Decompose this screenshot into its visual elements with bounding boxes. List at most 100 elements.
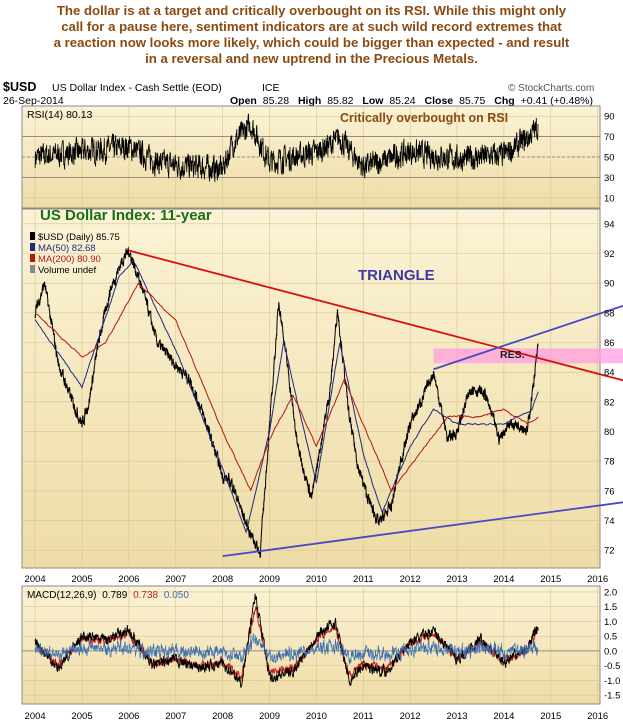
price-tick-label-94: 94	[604, 219, 615, 230]
ascending-blue-support-line	[222, 501, 623, 558]
caption-line-1: The dollar is at a target and critically…	[56, 3, 567, 18]
legend-ma50: MA(50) 82.68	[38, 243, 96, 254]
price-x-tick-label-2011: 2011	[353, 574, 373, 585]
macd-x-tick-label-2009: 2009	[259, 711, 280, 722]
price-tick-label-80: 80	[604, 427, 615, 438]
rsi-tick-label-50: 50	[604, 153, 615, 164]
caption-line-2: call for a pause here, sentiment indicat…	[61, 19, 562, 34]
price-tick-label-84: 84	[604, 368, 615, 379]
rsi-tick-label-90: 90	[604, 112, 615, 123]
low-value: 85.24	[389, 95, 415, 107]
legend-usd-swatch	[30, 232, 35, 240]
macd-tick-label-2: 2.0	[604, 587, 617, 598]
close-value: 85.75	[459, 95, 485, 107]
macd-x-tick-label-2016: 2016	[587, 711, 608, 722]
macd-tick-label--1.5: -1.5	[604, 691, 620, 702]
caption-line-4: in a reversal and new uptrend in the Pre…	[145, 51, 478, 66]
price-tick-label-82: 82	[604, 397, 615, 408]
caption-line-3: a reaction now looks more likely, which …	[53, 35, 570, 50]
triangle-label: TRIANGLE	[358, 267, 435, 284]
legend-ma50-swatch	[30, 243, 35, 251]
symbol-label: $USD	[3, 80, 36, 94]
price-tick-label-78: 78	[604, 457, 615, 468]
macd-x-tick-label-2015: 2015	[540, 711, 561, 722]
date-label: 26-Sep-2014	[3, 95, 64, 107]
macd-histogram-line	[34, 633, 539, 665]
legend-volume: Volume undef	[38, 265, 96, 276]
price-x-tick-label-2008: 2008	[212, 574, 233, 585]
macd-title: MACD(12,26,9) 0.789 0.738 0.050	[27, 590, 189, 601]
ma50-line	[34, 259, 539, 534]
macd-line	[34, 593, 539, 688]
price-x-tick-label-2012: 2012	[400, 574, 421, 585]
exchange-label: ICE	[262, 82, 280, 94]
macd-x-tick-label-2011: 2011	[353, 711, 373, 722]
price-x-tick-label-2009: 2009	[259, 574, 280, 585]
macd-signal-value: 0.738	[133, 590, 158, 601]
rsi-panel	[22, 106, 600, 208]
macd-x-tick-label-2007: 2007	[165, 711, 186, 722]
price-x-tick-label-2007: 2007	[165, 574, 186, 585]
price-x-tick-label-2013: 2013	[446, 574, 467, 585]
rsi-tick-label-10: 10	[604, 193, 615, 204]
macd-value: 0.789	[102, 590, 127, 601]
price-tick-label-72: 72	[604, 546, 615, 557]
open-label: Open	[230, 95, 257, 107]
macd-x-tick-label-2005: 2005	[71, 711, 92, 722]
price-x-tick-label-2005: 2005	[71, 574, 92, 585]
legend-volume-swatch	[30, 265, 35, 273]
price-x-tick-label-2010: 2010	[306, 574, 327, 585]
macd-x-tick-label-2014: 2014	[493, 711, 514, 722]
legend-ma200: MA(200) 80.90	[38, 254, 101, 265]
macd-tick-label-0: 0.0	[604, 646, 617, 657]
brand-label: © StockCharts.com	[508, 83, 594, 94]
rsi-title: RSI(14) 80.13	[27, 109, 93, 121]
price-x-tick-label-2015: 2015	[540, 574, 561, 585]
price-panel-bg	[21, 208, 601, 569]
high-label: High	[298, 95, 321, 107]
macd-x-tick-label-2004: 2004	[25, 711, 46, 722]
axis-labels: 10 30 50 70 90 2004 2004 2005 2005 2006 2006 2007 20…	[25, 112, 621, 722]
close-label: Close	[425, 95, 454, 107]
ohlc-readout: Open 85.28 High 85.82 Low 85.24 Close 85…	[230, 95, 593, 107]
price-tick-label-86: 86	[604, 338, 615, 349]
price-x-tick-label-2004: 2004	[25, 574, 46, 585]
macd-x-tick-label-2006: 2006	[118, 711, 139, 722]
price-panel	[22, 209, 623, 568]
open-value: 85.28	[263, 95, 289, 107]
price-x-tick-label-2014: 2014	[493, 574, 514, 585]
price-tick-label-92: 92	[604, 249, 615, 260]
chg-value: +0.41 (+0.48%)	[521, 95, 593, 107]
macd-x-tick-label-2008: 2008	[212, 711, 233, 722]
price-x-tick-label-2016: 2016	[587, 574, 608, 585]
instrument-name: US Dollar Index - Cash Settle (EOD)	[52, 82, 222, 94]
macd-tick-label--1: -1.0	[604, 676, 620, 687]
descending-red-trendline	[128, 249, 623, 382]
rsi-line	[34, 113, 539, 183]
commentary-caption: The dollar is at a target and critically…	[0, 3, 623, 67]
macd-panel	[22, 586, 600, 704]
macd-tick-label-1.5: 1.5	[604, 602, 617, 613]
upper-blue-channel-line	[433, 304, 623, 371]
legend-usd: $USD (Daily) 85.75	[38, 232, 120, 243]
price-panel-title: US Dollar Index: 11-year	[40, 207, 212, 224]
resistance-label: RES.	[500, 349, 525, 361]
macd-tick-label-1: 1.0	[604, 617, 617, 628]
price-tick-label-74: 74	[604, 516, 615, 527]
high-value: 85.82	[327, 95, 353, 107]
macd-label: MACD(12,26,9)	[27, 590, 96, 601]
macd-tick-label--0.5: -0.5	[604, 661, 620, 672]
price-tick-label-90: 90	[604, 279, 615, 290]
ma200-line	[34, 282, 539, 493]
rsi-tick-label-70: 70	[604, 132, 615, 143]
usd-price-line	[34, 246, 539, 558]
legend-ma200-swatch	[30, 254, 35, 262]
macd-hist-value: 0.050	[164, 590, 189, 601]
low-label: Low	[362, 95, 384, 107]
macd-x-tick-label-2010: 2010	[306, 711, 327, 722]
rsi-annotation: Critically overbought on RSI	[340, 111, 508, 125]
price-x-tick-label-2006: 2006	[118, 574, 139, 585]
macd-tick-label-0.5: 0.5	[604, 632, 617, 643]
